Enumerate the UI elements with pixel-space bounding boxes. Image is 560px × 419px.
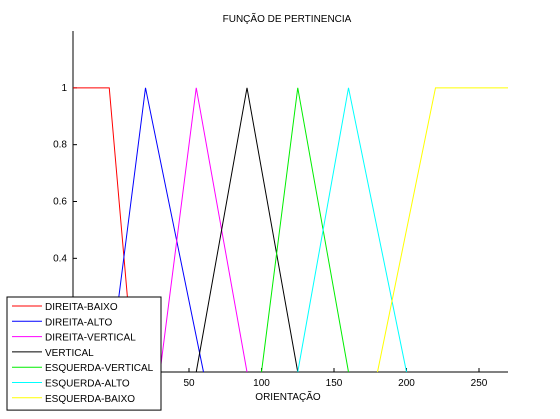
x-axis-label: ORIENTAÇÃO [255, 390, 321, 403]
x-tick-label: 200 [398, 378, 415, 389]
y-tick-label: 1 [61, 83, 67, 94]
series-line-esquerda-vertical [261, 87, 349, 373]
series-line-esquerda-baixo [377, 87, 508, 373]
legend-label: ESQUERDA-ALTO [45, 379, 130, 390]
legend-label: ESQUERDA-VERTICAL [45, 363, 154, 374]
series-line-direita-vertical [159, 87, 248, 373]
series-layer [73, 87, 508, 373]
x-tick-label: 50 [183, 378, 195, 389]
legend-label: DIREITA-BAIXO [45, 302, 118, 313]
y-tick-label: 0.6 [53, 197, 67, 208]
x-tick-label: 150 [326, 378, 343, 389]
legend-label: DIREITA-VERTICAL [45, 333, 136, 344]
legend-box [6, 296, 162, 411]
series-line-vertical [195, 87, 299, 373]
x-tick-label: 100 [253, 378, 270, 389]
series-line-direita-alto [108, 87, 204, 373]
x-tick-label: 250 [471, 378, 488, 389]
y-tick-label: 0.8 [53, 140, 67, 151]
legend-label: ESQUERDA-BAIXO [45, 394, 135, 405]
chart-title: FUNÇÃO DE PERTINENCIA [223, 12, 352, 25]
legend-label: VERTICAL [45, 348, 94, 359]
legend-label: DIREITA-ALTO [45, 317, 112, 328]
series-line-direita-baixo [73, 87, 135, 373]
series-line-esquerda-alto [297, 87, 407, 373]
legend: DIREITA-BAIXO DIREITA-ALTO DIREITA-VERTICA… [6, 296, 162, 411]
y-tick-label: 0.4 [53, 253, 67, 264]
